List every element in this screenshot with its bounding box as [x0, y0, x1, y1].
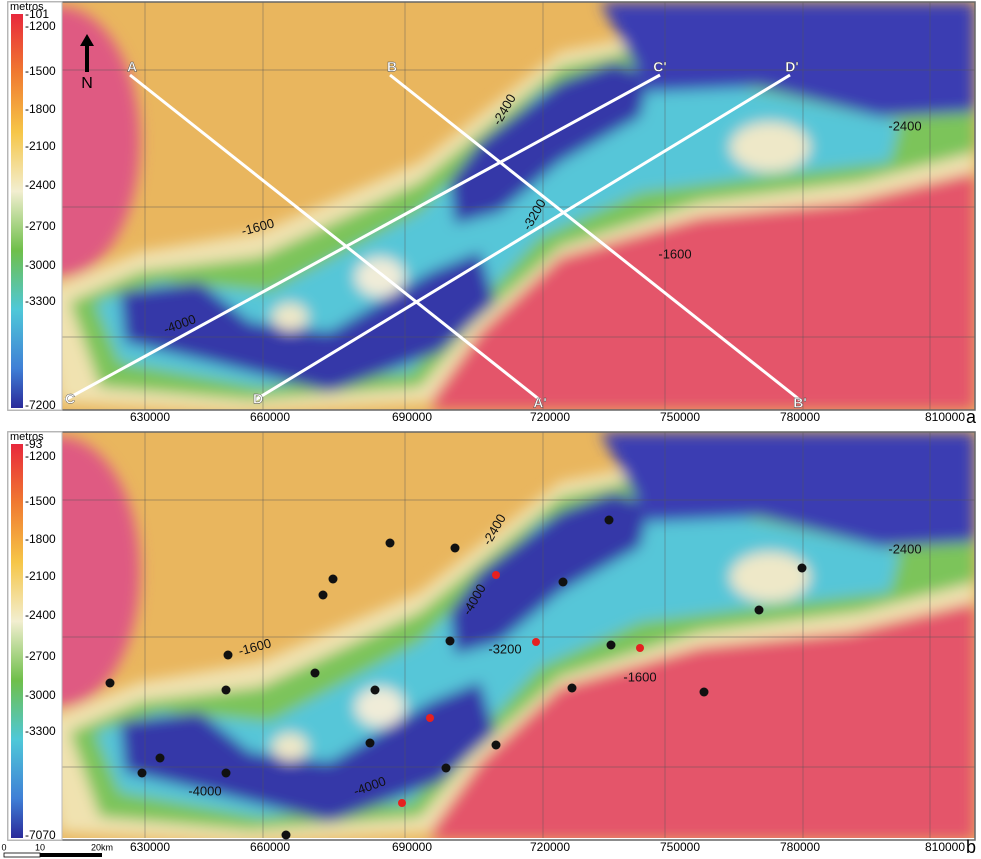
contour-label: -1600: [658, 246, 691, 261]
profile-label: B': [793, 395, 806, 411]
x-tick-label: 810000: [925, 840, 965, 854]
x-tick-label: 690000: [392, 410, 432, 424]
x-tick-label: 810000: [925, 410, 965, 424]
profile-label: C: [65, 391, 75, 407]
legend-label: -1200: [25, 449, 56, 463]
figure: metros-101-1200-1500-1800-2100-2400-2700…: [0, 0, 981, 859]
well: [798, 564, 807, 573]
legend-label: -3000: [25, 258, 56, 272]
scale-label: 20km: [91, 842, 113, 852]
light-spot: [730, 122, 810, 172]
light-spot: [272, 303, 308, 331]
well: [106, 679, 115, 688]
legend-label: -3300: [25, 294, 56, 308]
legend-bar: [11, 14, 23, 408]
light-spot: [355, 257, 405, 297]
well: [451, 544, 460, 553]
contour-label: -4000: [188, 783, 221, 798]
legend-label: -7200: [25, 398, 56, 412]
x-tick-label: 630000: [130, 840, 170, 854]
scale-bar: [4, 853, 40, 857]
legend-label: -2700: [25, 219, 56, 233]
x-tick-label: 750000: [660, 410, 700, 424]
map-panel: metros-101-1200-1500-1800-2100-2400-2700…: [0, 1, 977, 427]
well: [700, 688, 709, 697]
well: [492, 741, 501, 750]
legend-label: -1500: [25, 494, 56, 508]
legend-label: -2400: [25, 178, 56, 192]
x-tick-label: 750000: [660, 840, 700, 854]
legend-label: -3300: [25, 724, 56, 738]
legend-label: -2700: [25, 649, 56, 663]
well: [442, 764, 451, 773]
well-red: [532, 638, 540, 646]
legend-label: -2100: [25, 569, 56, 583]
well: [224, 651, 233, 660]
well-red: [398, 799, 406, 807]
well: [156, 754, 165, 763]
profile-label: B: [387, 59, 397, 75]
x-tick-label: 780000: [780, 840, 820, 854]
light-spot: [355, 687, 405, 727]
x-tick-label: 720000: [530, 410, 570, 424]
contour-label: -2400: [888, 541, 921, 556]
well: [371, 686, 380, 695]
scale-label: 0: [1, 842, 6, 852]
legend-bar: [11, 444, 23, 838]
well: [329, 575, 338, 584]
well: [319, 591, 328, 600]
x-tick-label: 630000: [130, 410, 170, 424]
profile-label: D': [785, 59, 798, 75]
map-surface: [0, 2, 975, 412]
panel-letter: a: [966, 407, 977, 427]
scale-bar: [40, 853, 102, 857]
legend-label: -3000: [25, 688, 56, 702]
legend-label: -2400: [25, 608, 56, 622]
x-tick-label: 780000: [780, 410, 820, 424]
scale-label: 10: [35, 842, 45, 852]
well: [222, 769, 231, 778]
contour-label: -2400: [888, 118, 921, 133]
profile-label: A': [533, 395, 546, 411]
legend-label: -1800: [25, 102, 56, 116]
well: [386, 539, 395, 548]
well: [605, 516, 614, 525]
light-spot: [730, 552, 810, 602]
well: [311, 669, 320, 678]
light-spot: [272, 733, 308, 761]
map-panel: metros-93-1200-1500-1800-2100-2400-2700-…: [0, 431, 976, 857]
profile-label: A: [127, 59, 137, 75]
well: [568, 684, 577, 693]
profile-label: D: [253, 391, 263, 407]
well: [138, 769, 147, 778]
panel-letter: b: [966, 837, 976, 857]
legend-label: -1200: [25, 19, 56, 33]
well: [607, 641, 616, 650]
profile-label: C': [653, 59, 666, 75]
legend-label: -1500: [25, 64, 56, 78]
well-red: [492, 571, 500, 579]
well: [222, 686, 231, 695]
north-label: N: [81, 75, 93, 92]
map-surface: [0, 432, 975, 842]
legend-label: -7070: [25, 828, 56, 842]
x-tick-label: 660000: [250, 410, 290, 424]
contour-label: -1600: [623, 669, 656, 684]
x-tick-label: 720000: [530, 840, 570, 854]
x-tick-label: 660000: [250, 840, 290, 854]
well: [559, 578, 568, 587]
x-tick-label: 690000: [392, 840, 432, 854]
well: [366, 739, 375, 748]
contour-label: -3200: [488, 641, 521, 656]
well-red: [636, 644, 644, 652]
well-red: [426, 714, 434, 722]
legend-label: -2100: [25, 139, 56, 153]
legend-label: -1800: [25, 532, 56, 546]
well: [755, 606, 764, 615]
well: [282, 831, 291, 840]
well: [446, 637, 455, 646]
